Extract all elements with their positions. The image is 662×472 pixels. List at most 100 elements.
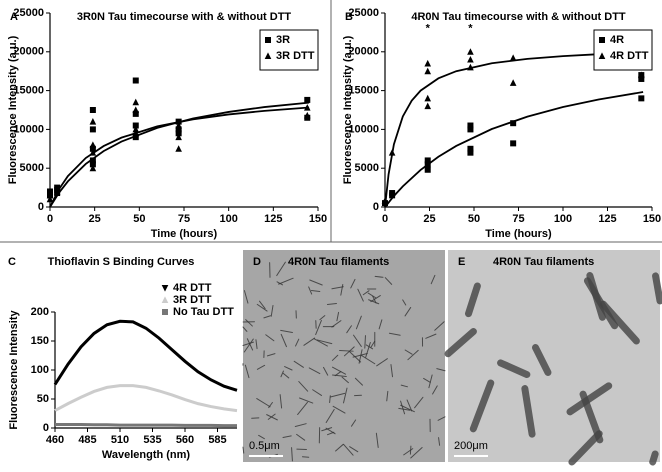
point [89, 164, 97, 172]
filament [315, 319, 322, 336]
annotation: * [468, 22, 473, 34]
filament [339, 349, 354, 352]
point [175, 121, 182, 129]
filament [350, 419, 357, 427]
filament [329, 395, 331, 404]
filament [367, 292, 377, 299]
filament [276, 281, 283, 286]
filament [343, 443, 354, 456]
y-tick-label: 50 [37, 393, 49, 405]
filament [407, 349, 419, 361]
point [89, 149, 97, 156]
legend-label: 4R [610, 34, 624, 46]
filament [404, 306, 412, 317]
legend-marker [161, 285, 169, 292]
y-tick-label: 0 [38, 201, 44, 213]
filament [293, 360, 304, 368]
chart-title: 3R0N Tau timecourse with & without DTT [77, 11, 292, 23]
filament [497, 359, 531, 379]
filament [404, 349, 413, 355]
filament [279, 394, 283, 409]
x-tick-label: 485 [78, 434, 96, 446]
scale-bar-label: 200μm [454, 440, 488, 452]
point [467, 55, 474, 63]
y-axis-label: Fluorescence Intensity (a.u.) [7, 35, 19, 184]
filament [436, 368, 446, 372]
x-tick-label: 0 [47, 213, 53, 225]
filament [331, 320, 342, 328]
x-tick-label: 535 [143, 434, 161, 446]
y-tick-label: 5000 [20, 162, 44, 174]
x-tick-label: 50 [468, 213, 480, 225]
point [132, 129, 140, 137]
filament [434, 321, 445, 331]
y-tick-label: 20000 [348, 46, 379, 58]
filament [430, 274, 436, 285]
filament [428, 374, 433, 389]
point [389, 190, 396, 197]
fit-curve [384, 91, 644, 208]
filament [331, 354, 339, 361]
x-tick-label: 0 [382, 213, 388, 225]
point [424, 166, 431, 173]
filament [284, 366, 293, 371]
filament [355, 315, 362, 330]
filament [329, 392, 346, 398]
point [89, 161, 96, 168]
filament [376, 358, 388, 367]
point [638, 95, 645, 102]
filament [242, 341, 254, 346]
filament [266, 353, 276, 357]
filament [266, 414, 278, 421]
y-tick-label: 5000 [355, 162, 379, 174]
image-title: 4R0N Tau filaments [493, 256, 594, 268]
filament [360, 354, 376, 365]
filament [374, 275, 384, 278]
filament [298, 381, 309, 392]
filament [649, 450, 659, 466]
filament [332, 366, 347, 375]
chart-title: Thioflavin S Binding Curves [48, 256, 195, 268]
filament [406, 399, 413, 412]
point [175, 126, 182, 133]
filament [316, 339, 333, 345]
y-tick-label: 10000 [13, 123, 44, 135]
point [47, 188, 53, 195]
filament [313, 338, 328, 347]
point [467, 149, 474, 156]
micrograph [448, 250, 660, 462]
filament [265, 334, 275, 342]
y-tick-label: 0 [373, 201, 379, 213]
x-axis-label: Time (hours) [151, 228, 218, 240]
filament [357, 288, 364, 302]
filament [364, 335, 366, 349]
filament [301, 456, 310, 458]
filament [242, 326, 248, 332]
filament [350, 278, 356, 289]
y-tick-label: 0 [43, 422, 49, 434]
filament [242, 446, 245, 454]
filament [295, 338, 300, 347]
filament [270, 304, 274, 317]
filament [400, 400, 406, 415]
filament [325, 408, 335, 424]
filament [370, 295, 381, 303]
point [89, 157, 96, 164]
filament [469, 379, 495, 433]
filament [259, 300, 266, 310]
filament [297, 401, 308, 416]
x-tick-label: 150 [643, 213, 661, 225]
fit-curve [384, 51, 644, 208]
point [510, 120, 517, 127]
filament [568, 430, 603, 466]
filament [282, 372, 290, 379]
y-tick-label: 100 [31, 364, 49, 376]
filament [243, 338, 254, 353]
filament [291, 447, 293, 462]
legend-marker [598, 52, 606, 59]
filament [370, 340, 376, 348]
x-tick-label: 150 [309, 213, 327, 225]
chart-title: 4R0N Tau timecourse with & without DTT [411, 11, 626, 23]
point [467, 145, 474, 152]
